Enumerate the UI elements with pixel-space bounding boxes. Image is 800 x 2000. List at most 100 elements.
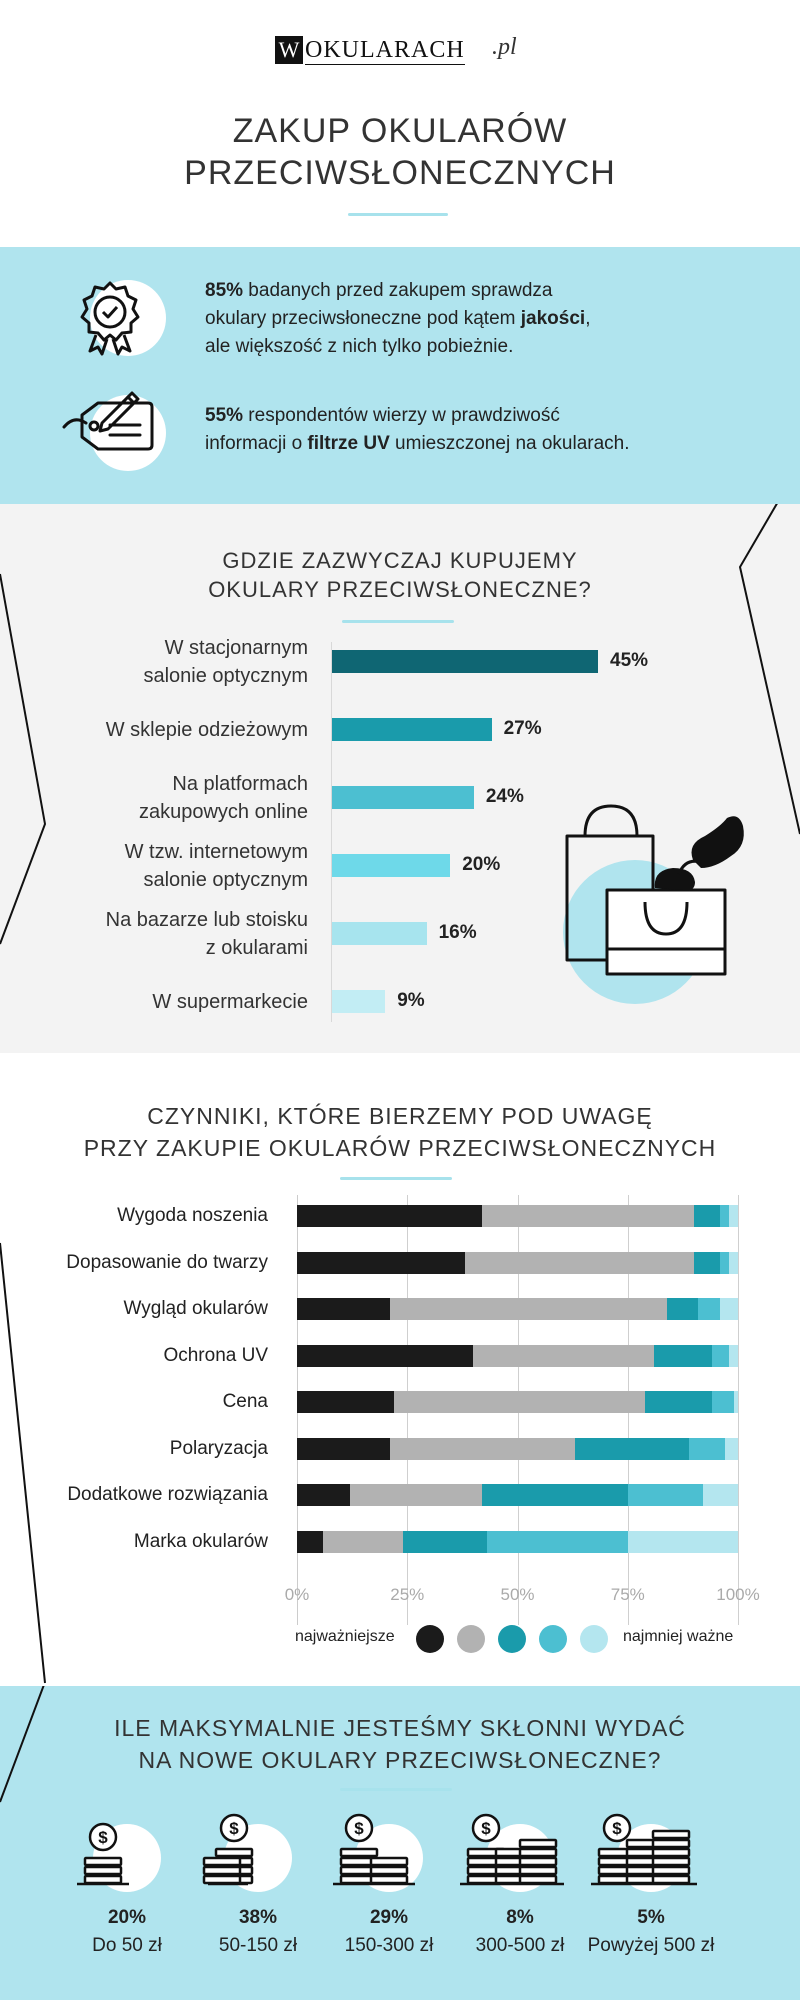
where-category-label: Na bazarze lub stoisku z okularami <box>48 906 308 962</box>
fact-segment: okulary przeciwsłoneczne pod kątem <box>205 308 521 329</box>
where-category-line: Na bazarze lub stoisku <box>105 909 308 931</box>
factors-bar-segment <box>645 1391 712 1413</box>
spend-range-label: Do 50 zł <box>92 1935 162 1956</box>
factors-bar-segment <box>394 1391 646 1413</box>
where-category-label: W tzw. internetowym salonie optycznym <box>48 838 308 894</box>
factors-bar-segment <box>729 1251 738 1274</box>
spend-title-line2: NA NOWE OKULARY PRZECIWSŁONECZNE? <box>138 1747 662 1773</box>
factors-axis-tick: 100% <box>716 1585 760 1604</box>
factors-bar-segment <box>297 1298 390 1320</box>
where-section: GDZIE ZAZWYCZAJ KUPUJEMY OKULARY PRZECIW… <box>0 504 800 1053</box>
where-category-line: z okularami <box>205 937 308 959</box>
factors-bar-segment <box>724 1437 738 1460</box>
factors-axis-tick: 0% <box>284 1585 310 1604</box>
spend-range-label: 50-150 zł <box>218 1935 298 1956</box>
legend-dot <box>580 1625 608 1653</box>
where-value-label: 20% <box>462 854 501 875</box>
quality-badge-icon <box>80 281 140 356</box>
header-section: W OKULARACH .pl ZAKUP OKULARÓW PRZECIWSŁ… <box>0 0 800 247</box>
where-category-line: W tzw. internetowym <box>124 841 308 863</box>
factors-title-line2: PRZY ZAKUPIE OKULARÓW PRZECIWSŁONECZNYCH <box>83 1135 717 1161</box>
logo-text: OKULARACH <box>305 37 465 65</box>
tag-pencil-icon <box>62 391 154 451</box>
fact-uv-text: 55% respondentów wierzy w prawdziwość inf… <box>205 402 630 458</box>
logo-suffix: .pl <box>492 34 517 60</box>
where-category-line: W sklepie odzieżowym <box>105 719 308 741</box>
shopping-bags-sunglasses-icon <box>563 804 744 1004</box>
svg-text:$: $ <box>481 1819 491 1838</box>
where-bar <box>332 990 386 1013</box>
where-chart-title: GDZIE ZAZWYCZAJ KUPUJEMY OKULARY PRZECIW… <box>0 546 800 604</box>
fact-segment: ale większość z nich tylko pobieżnie. <box>205 336 514 357</box>
page-title-line2: PRZECIWSŁONECZNYCH <box>184 154 616 192</box>
logo-letter: W <box>275 36 303 64</box>
fact-segment: , <box>585 308 591 329</box>
spend-percentage: 38% <box>238 1907 278 1928</box>
where-category-label: W supermarkecie <box>48 988 308 1016</box>
factors-bar-segment <box>689 1437 725 1460</box>
fact-segment: informacji o <box>205 433 308 454</box>
factors-bar-segment <box>349 1484 483 1506</box>
where-category-label: Na platformach zakupowych online <box>48 770 308 826</box>
coin-stack-icon: $ <box>333 1813 415 1886</box>
spend-range-label: 300-500 zł <box>475 1935 565 1956</box>
fact-segment: umieszczonej na okularach. <box>389 433 630 454</box>
factors-bar-segment <box>482 1484 628 1506</box>
where-value-label: 27% <box>503 718 542 739</box>
factors-bar-segment <box>482 1205 694 1227</box>
factors-section: CZYNNIKI, KTÓRE BIERZEMY POD UWAGĘ PRZY … <box>0 1053 800 1686</box>
where-category-line: W supermarkecie <box>152 991 308 1013</box>
factors-bar-segment <box>389 1437 575 1460</box>
factors-bar-segment <box>698 1298 721 1320</box>
where-title-underline <box>342 620 454 623</box>
where-category-label: W sklepie odzieżowym <box>48 716 308 744</box>
factors-bar-segment <box>729 1205 738 1227</box>
factors-category-label: Dopasowanie do twarzy <box>66 1251 268 1273</box>
factors-bar-segment <box>720 1251 730 1274</box>
factors-gridline <box>738 1195 739 1625</box>
factors-bar-segment <box>720 1205 730 1227</box>
factors-category-label: Wygląd okularów <box>123 1298 268 1319</box>
factors-bar-segment <box>402 1530 487 1553</box>
spend-range-label: 150-300 zł <box>344 1935 434 1956</box>
spend-title-line1: ILE MAKSYMALNIE JESTEŚMY SKŁONNI WYDAĆ <box>114 1715 686 1741</box>
factors-bar-segment <box>297 1484 350 1506</box>
brand-logo: W OKULARACH .pl <box>275 34 525 68</box>
factors-category-label: Ochrona UV <box>163 1344 268 1366</box>
where-category-line: salonie optycznym <box>143 869 308 891</box>
spend-percentage: 29% <box>369 1907 409 1928</box>
svg-text:$: $ <box>354 1819 364 1838</box>
factors-bar-segment <box>693 1251 721 1274</box>
where-bar <box>332 854 451 877</box>
fact-segment: badanych przed zakupem sprawdza <box>243 280 553 301</box>
legend-most-important: najważniejsze <box>295 1628 395 1645</box>
factors-bar-segment <box>667 1298 699 1320</box>
svg-text:$: $ <box>229 1819 239 1838</box>
factors-category-label: Wygoda noszenia <box>117 1205 268 1226</box>
factors-bar-segment <box>464 1251 694 1274</box>
where-value-label: 24% <box>485 786 524 807</box>
factors-bar-segment <box>711 1344 730 1367</box>
factors-axis-tick: 75% <box>610 1585 645 1604</box>
where-category-line: Na platformach <box>172 773 308 795</box>
factors-category-label: Marka okularów <box>133 1530 268 1552</box>
factors-bar-segment <box>297 1205 483 1227</box>
where-title-line2: OKULARY PRZECIWSŁONECZNE? <box>208 577 592 602</box>
legend-dot <box>498 1625 526 1653</box>
factors-bar-segment <box>711 1391 734 1413</box>
where-bar <box>332 786 474 809</box>
where-bar <box>332 922 427 945</box>
title-underline <box>348 213 448 216</box>
factors-bar-segment <box>627 1530 738 1553</box>
where-category-label: W stacjonarnym salonie optycznym <box>48 634 308 690</box>
svg-text:$: $ <box>612 1819 622 1838</box>
fact-highlight: 85% <box>205 280 244 301</box>
left-edge-line-spend <box>0 1686 45 1803</box>
spend-section: ILE MAKSYMALNIE JESTEŚMY SKŁONNI WYDAĆ N… <box>0 1686 800 2000</box>
fact-segment: respondentów wierzy w prawdziwość <box>243 405 560 426</box>
factors-bar-segment <box>486 1530 628 1553</box>
legend-dot <box>416 1625 444 1653</box>
where-value-label: 45% <box>610 650 649 671</box>
factors-title-line1: CZYNNIKI, KTÓRE BIERZEMY POD UWAGĘ <box>147 1103 653 1129</box>
spend-percentage: 5% <box>637 1907 665 1928</box>
